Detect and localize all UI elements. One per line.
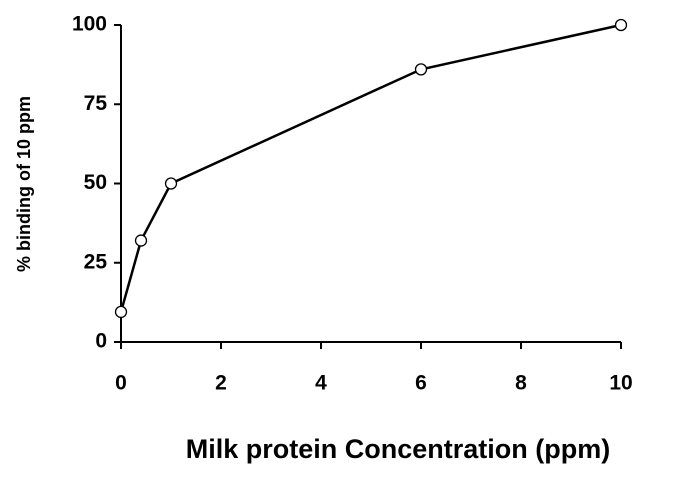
marker — [614, 18, 628, 32]
marker — [414, 63, 428, 76]
x-axis-title: Milk protein Concentration (ppm) — [186, 434, 611, 464]
x-tick-label: 2 — [215, 372, 227, 395]
y-tick-label: 75 — [84, 92, 108, 115]
marker — [164, 177, 178, 190]
y-tick-label: 50 — [84, 171, 107, 194]
x-tick-label: 10 — [609, 372, 632, 395]
y-axis-title: % binding of 10 ppm — [14, 96, 34, 272]
y-tick-label: 100 — [72, 13, 107, 36]
y-tick-label: 0 — [95, 330, 107, 353]
y-tick-label: 25 — [84, 250, 108, 273]
x-tick-label: 8 — [515, 372, 527, 395]
marker — [114, 305, 128, 319]
x-tick-label: 6 — [415, 372, 427, 395]
marker — [134, 234, 148, 247]
x-tick-label: 4 — [315, 372, 327, 395]
x-tick-label: 0 — [115, 372, 127, 395]
line — [119, 23, 622, 313]
